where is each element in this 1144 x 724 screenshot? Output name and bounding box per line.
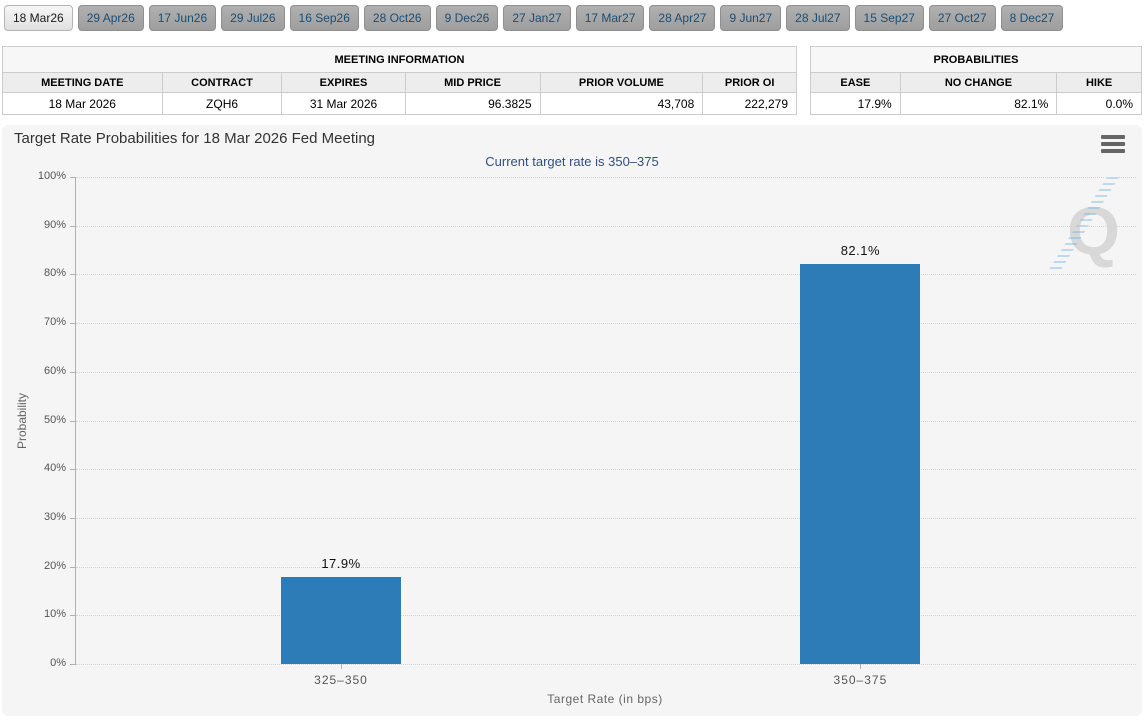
plot-area: 0% 10% 20% 30% 40% 50% 60% 70% 80% 90% 100% 17.9% 32… [38, 170, 1136, 687]
meeting-value-cell: 222,279 [702, 92, 797, 115]
tab-16-sep26[interactable]: 16 Sep26 [289, 5, 359, 31]
meeting-column-header-prior-volume: PRIOR VOLUME [539, 72, 704, 93]
meeting-info-table: MEETING INFORMATION MEETING DATE CONTRACT E… [2, 46, 797, 115]
meeting-value-cell: 43,708 [539, 92, 704, 115]
probability-bar-325-350[interactable] [281, 576, 401, 664]
gridline [76, 420, 1136, 422]
y-axis-tick [70, 566, 76, 568]
y-axis-tick [70, 177, 76, 178]
gridline [76, 323, 1136, 325]
info-tables-row: MEETING INFORMATION MEETING DATE CONTRACT E… [2, 46, 1142, 115]
tab-9-dec26[interactable]: 9 Dec26 [435, 5, 499, 31]
y-axis-tick [70, 517, 76, 519]
y-axis-label: 80% [43, 267, 66, 280]
y-axis-tick [70, 274, 76, 276]
y-axis-label: 60% [43, 364, 66, 377]
meeting-value-cell: 18 Mar 2026 [2, 92, 163, 115]
gridline [76, 517, 1136, 519]
tab-9-jun27[interactable]: 9 Jun27 [720, 5, 782, 31]
y-axis-label: 70% [43, 316, 66, 329]
tab-29-jul26[interactable]: 29 Jul26 [221, 5, 285, 31]
gridline [76, 615, 1136, 617]
y-axis-label: 90% [43, 218, 66, 231]
y-axis-label: 40% [43, 462, 66, 475]
hamburger-icon [1101, 135, 1125, 139]
y-axis-label: 20% [43, 559, 66, 572]
tab-27-jan27[interactable]: 27 Jan27 [503, 5, 571, 31]
y-axis-tick [70, 664, 76, 665]
tab-17-jun26[interactable]: 17 Jun26 [148, 5, 217, 31]
meeting-column-header-mid-price: MID PRICE [404, 72, 541, 93]
tab-8-dec27[interactable]: 8 Dec27 [1000, 5, 1064, 31]
bar-value-label: 17.9% [321, 555, 361, 571]
y-axis-tick [70, 371, 76, 373]
tab-29-apr26[interactable]: 29 Apr26 [77, 5, 144, 31]
x-axis-category-label: 350–375 [833, 673, 888, 687]
chart-subtitle: Current target rate is 350–375 [485, 154, 659, 169]
y-axis-tick [70, 323, 76, 325]
meeting-column-header-meeting-date: MEETING DATE [2, 72, 163, 93]
hamburger-icon [1101, 149, 1125, 153]
x-axis-category-label: 325–350 [314, 673, 368, 687]
bar-value-label: 82.1% [840, 243, 881, 259]
gridline [76, 274, 1136, 276]
probabilities-column-header-no-change: NO CHANGE [899, 72, 1058, 93]
y-axis-tick [70, 420, 76, 422]
chart-export-menu-button[interactable] [1101, 134, 1125, 154]
meeting-column-header-prior-oi: PRIOR OI [702, 72, 797, 93]
meeting-column-header-contract: CONTRACT [161, 72, 283, 93]
tab-17-mar27[interactable]: 17 Mar27 [575, 5, 645, 31]
y-axis-label: 10% [43, 608, 66, 621]
y-axis-label: 30% [43, 510, 66, 523]
y-axis-tick [70, 615, 76, 617]
probabilities-value-cell: 0.0% [1056, 92, 1142, 115]
meeting-tab-bar: 18 Mar26 29 Apr26 17 Jun26 29 Jul26 16 Sep26… [4, 5, 1140, 31]
hamburger-icon [1101, 142, 1125, 146]
y-axis-label: 50% [43, 413, 66, 426]
gridline [76, 225, 1136, 227]
gridline [76, 566, 1136, 568]
meeting-table-title: MEETING INFORMATION [2, 46, 797, 73]
chart-card: Target Rate Probabilities for 18 Mar 202… [2, 125, 1142, 716]
y-axis-label: 100% [37, 170, 66, 182]
y-axis-label: 0% [50, 657, 66, 669]
y-axis-tick [70, 225, 76, 227]
gridline [76, 371, 1136, 373]
gridline [76, 469, 1136, 471]
gridline [76, 664, 1136, 665]
x-axis-tick [341, 664, 342, 669]
tab-28-apr27[interactable]: 28 Apr27 [649, 5, 716, 31]
tab-18-mar26[interactable]: 18 Mar26 [4, 5, 73, 31]
x-axis-tick [860, 664, 862, 669]
probability-bar-350-375[interactable] [800, 264, 921, 664]
y-axis-tick [70, 469, 76, 471]
meeting-value-cell: ZQH6 [161, 92, 283, 115]
tab-28-oct26[interactable]: 28 Oct26 [363, 5, 431, 31]
tab-28-jul27[interactable]: 28 Jul27 [786, 5, 850, 31]
probabilities-value-cell: 82.1% [899, 92, 1058, 115]
chart-title: Target Rate Probabilities for 18 Mar 202… [14, 130, 376, 147]
probabilities-table-title: PROBABILITIES [810, 46, 1142, 73]
probabilities-column-header-ease: EASE [810, 72, 901, 93]
tab-15-sep27[interactable]: 15 Sep27 [854, 5, 924, 31]
probabilities-table: PROBABILITIES EASE NO CHANGE HIKE 17.9% 82.1%… [810, 46, 1142, 115]
meeting-value-cell: 96.3825 [404, 92, 541, 115]
meeting-column-header-expires: EXPIRES [281, 72, 406, 93]
probabilities-column-header-hike: HIKE [1056, 72, 1142, 93]
x-axis-title: Target Rate (in bps) [547, 692, 663, 706]
tab-27-oct27[interactable]: 27 Oct27 [928, 5, 996, 31]
gridline [76, 177, 1136, 178]
meeting-value-cell: 31 Mar 2026 [281, 92, 406, 115]
probabilities-value-cell: 17.9% [810, 92, 901, 115]
